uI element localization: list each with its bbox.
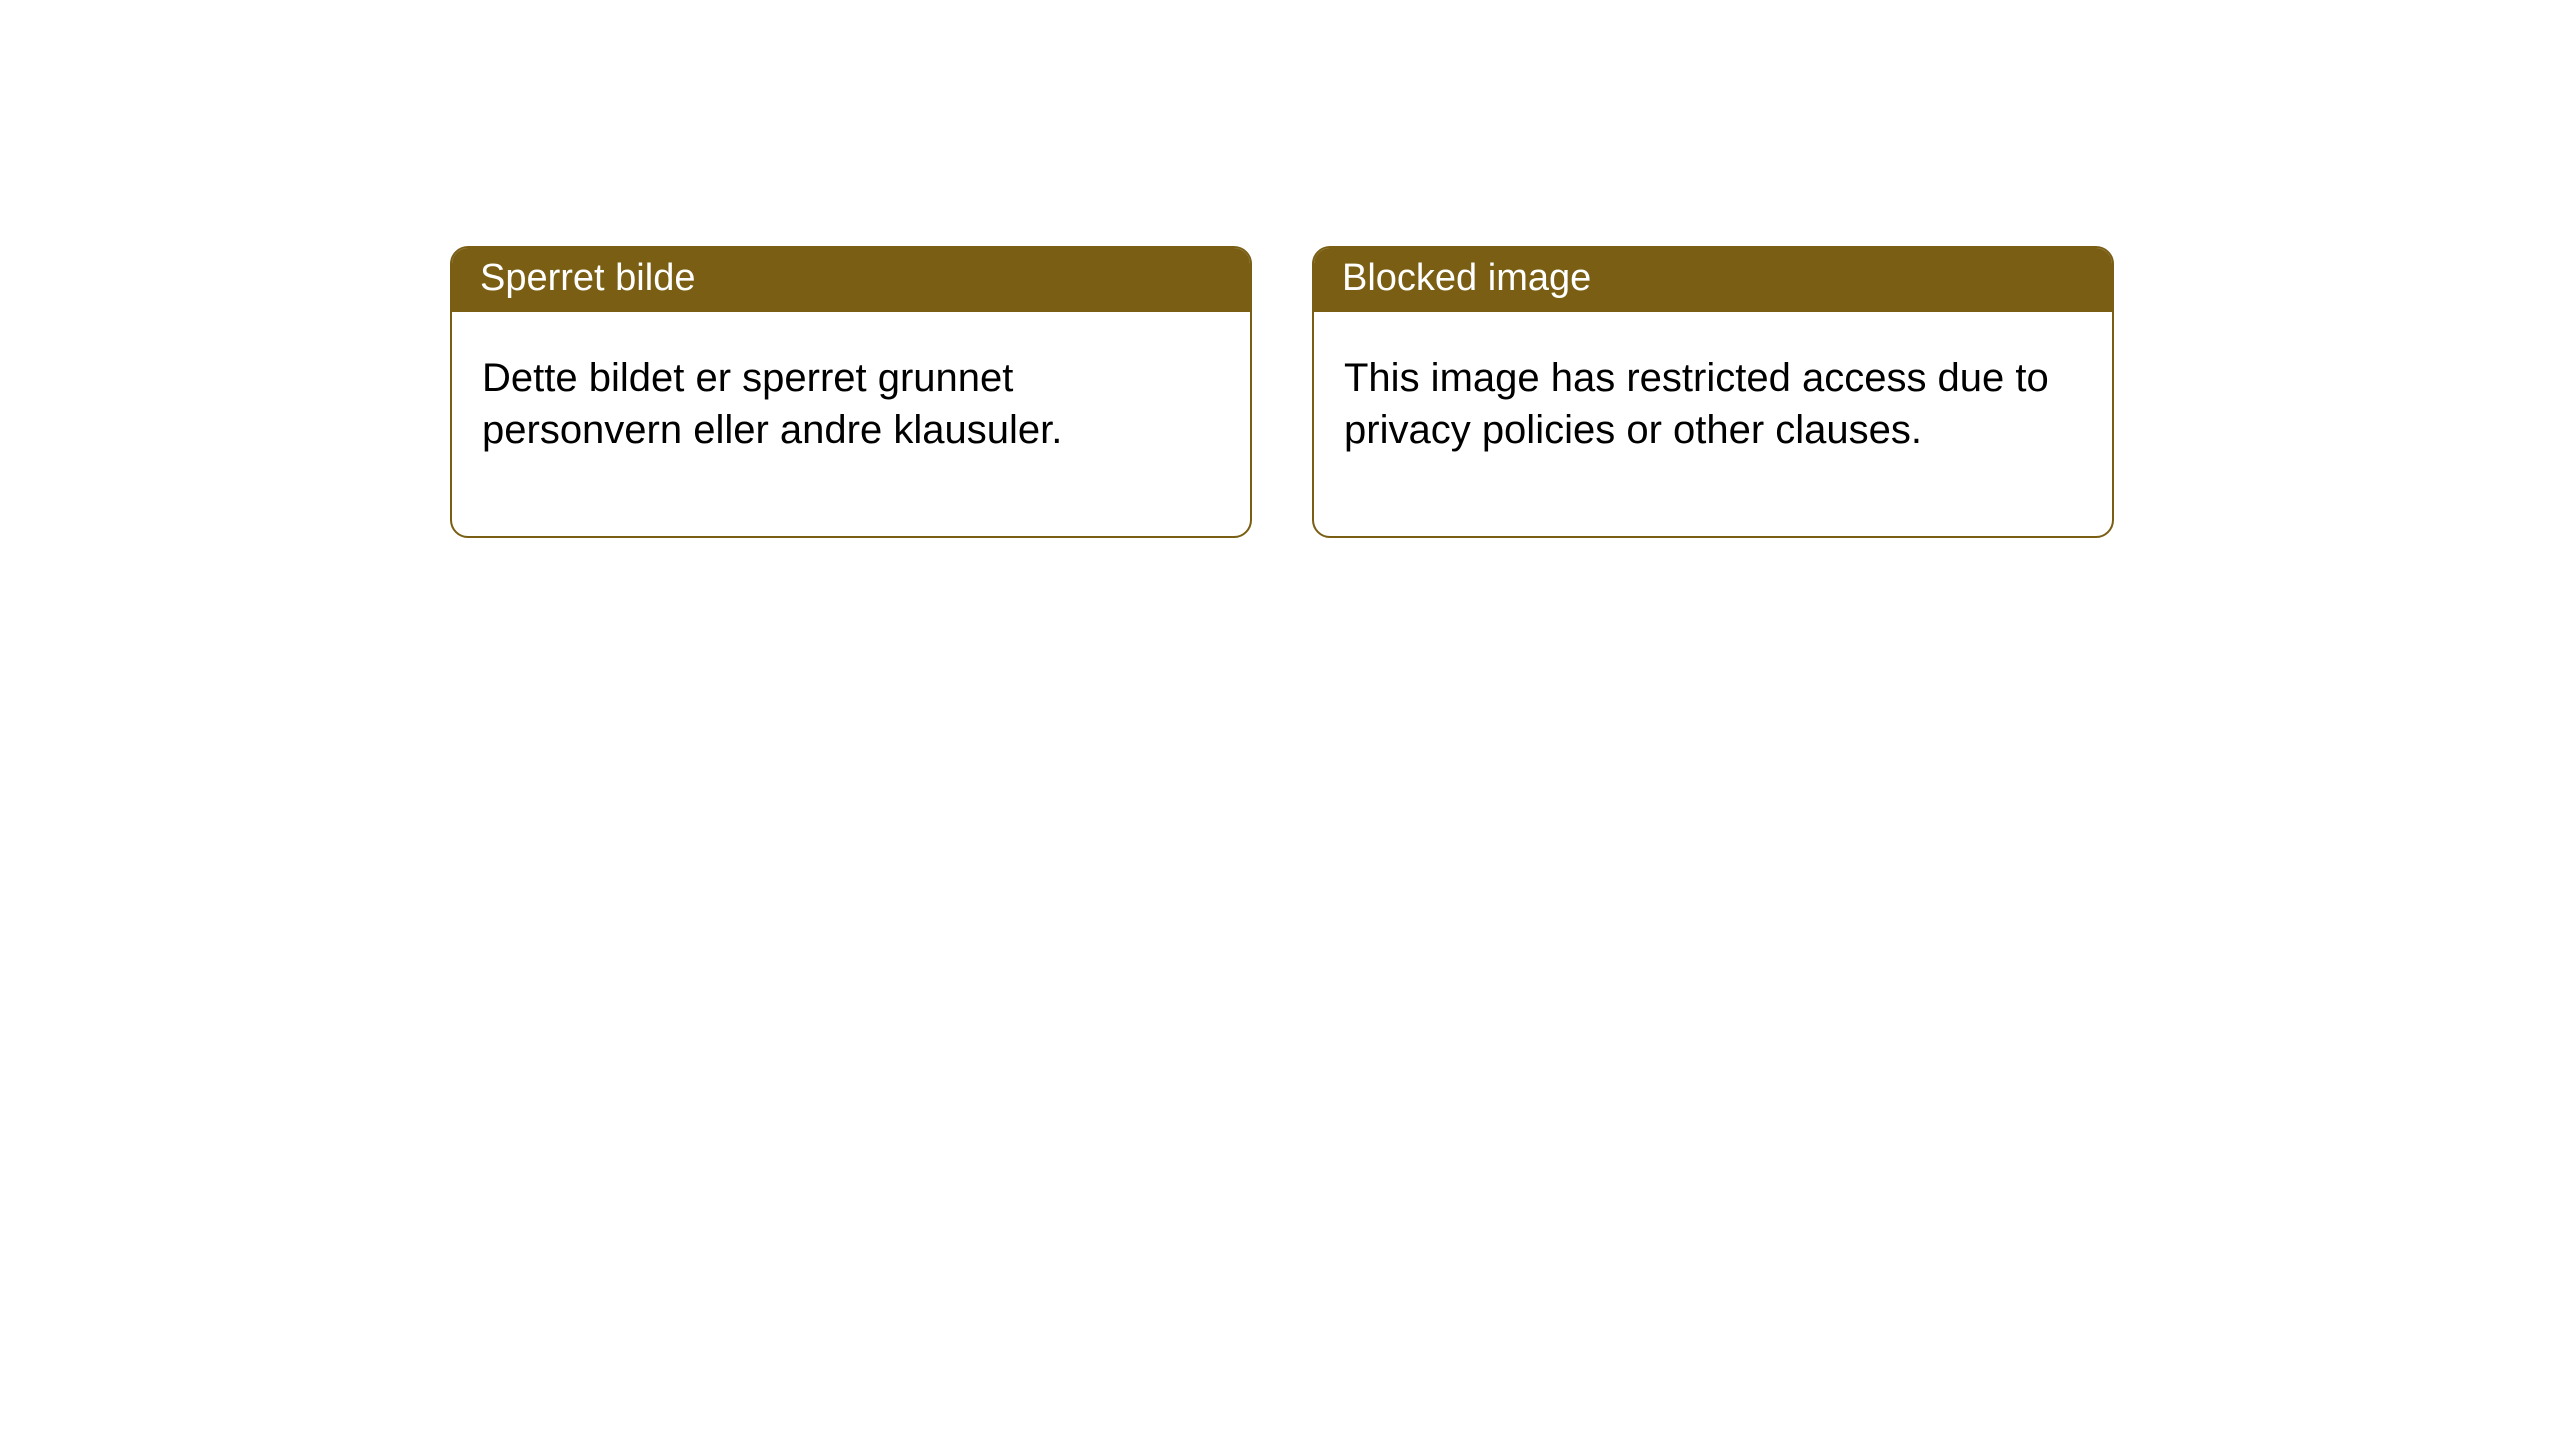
card-message: Dette bildet er sperret grunnet personve… [482, 356, 1062, 452]
notice-card-english: Blocked image This image has restricted … [1312, 246, 2114, 538]
card-header: Sperret bilde [452, 248, 1250, 312]
notice-card-norwegian: Sperret bilde Dette bildet er sperret gr… [450, 246, 1252, 538]
card-body: Dette bildet er sperret grunnet personve… [452, 312, 1250, 536]
card-header: Blocked image [1314, 248, 2112, 312]
card-title: Blocked image [1342, 257, 1591, 299]
card-title: Sperret bilde [480, 257, 695, 299]
notice-container: Sperret bilde Dette bildet er sperret gr… [0, 0, 2560, 538]
card-body: This image has restricted access due to … [1314, 312, 2112, 536]
card-message: This image has restricted access due to … [1344, 356, 2049, 452]
